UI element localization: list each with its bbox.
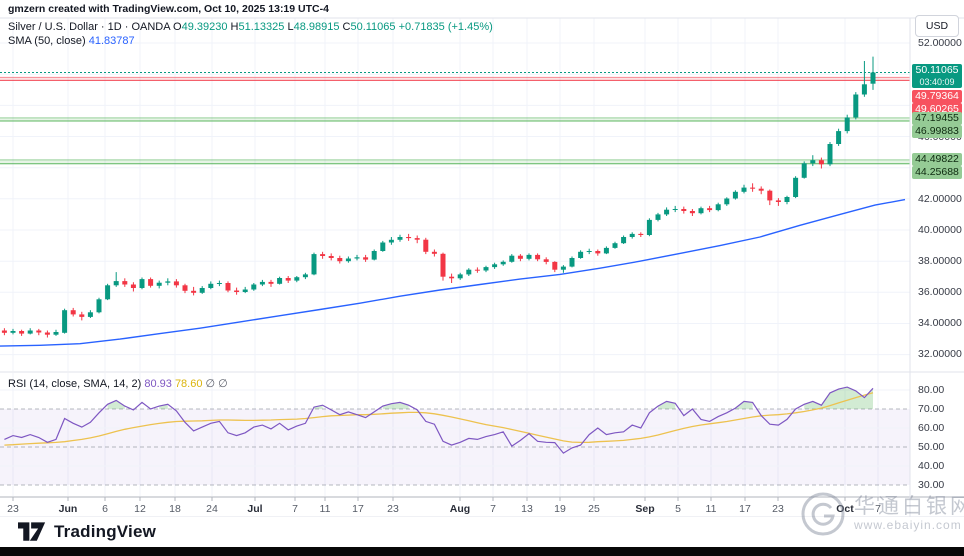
time-tick-label: Oct <box>836 503 854 515</box>
price-tick-label: 42.00000 <box>918 193 962 205</box>
time-tick-label: 11 <box>319 503 331 515</box>
price-tick-label: 52.00000 <box>918 37 962 49</box>
price-badge: 50.11065 03:40:09 <box>912 64 962 88</box>
rsi-tick-label: 50.00 <box>918 441 945 453</box>
rsi-tick-label: 70.00 <box>918 403 945 415</box>
price-tick-label: 34.00000 <box>918 317 962 329</box>
tradingview-logo-icon[interactable] <box>18 521 46 543</box>
ohlc-values: O49.39230 H51.13325 L48.98915 C50.11065 … <box>173 21 493 33</box>
time-tick-label: 12 <box>134 503 146 515</box>
price-badge: 44.49822 <box>912 153 962 166</box>
brand-name[interactable]: TradingView <box>54 522 157 541</box>
price-tick-label: 36.00000 <box>918 286 962 298</box>
rsi-extra-values: ∅ ∅ <box>205 378 228 390</box>
price-tick-label: 38.00000 <box>918 255 962 267</box>
price-tick-label: 40.00000 <box>918 224 962 236</box>
time-tick-label: 18 <box>169 503 181 515</box>
time-tick-label: 13 <box>521 503 533 515</box>
time-tick-label: 23 <box>7 503 19 515</box>
rsi-tick-label: 30.00 <box>918 479 945 491</box>
sma-value: 41.83787 <box>88 35 135 47</box>
sma-legend[interactable]: SMA (50, close) 41.83787 <box>8 35 135 47</box>
price-badge: 46.99883 <box>912 125 962 138</box>
time-tick-label: 25 <box>588 503 600 515</box>
bottom-bar <box>0 547 964 556</box>
time-tick-label: 7 <box>490 503 496 515</box>
rsi-tick-label: 40.00 <box>918 460 945 472</box>
time-tick-label: Sep <box>635 503 655 515</box>
price-badge: 44.25688 <box>912 166 962 179</box>
rsi-ma-value: 78.60 <box>174 378 203 390</box>
time-tick-label: Aug <box>449 503 471 515</box>
time-tick-label: 5 <box>675 503 681 515</box>
currency-toggle-button[interactable]: USD <box>915 15 959 37</box>
footer-bar: TradingView <box>0 517 964 547</box>
rsi-legend[interactable]: RSI (14, close, SMA, 14, 2) 80.93 78.60 … <box>8 377 228 390</box>
creator-note: gmzern created with TradingView.com, Oct… <box>8 3 329 15</box>
time-tick-label: 23 <box>387 503 399 515</box>
time-tick-label: 17 <box>739 503 751 515</box>
symbol-legend[interactable]: Silver / U.S. Dollar · 1D · OANDA O49.39… <box>8 21 493 33</box>
rsi-label: RSI (14, close, SMA, 14, 2) <box>8 378 142 390</box>
sma-label: SMA (50, close) <box>8 35 86 47</box>
price-badge: 49.79364 <box>912 90 962 103</box>
symbol-title: Silver / U.S. Dollar · 1D · OANDA <box>8 21 170 33</box>
time-tick-label: Jul <box>247 503 263 515</box>
time-tick-label: 7 <box>292 503 298 515</box>
rsi-tick-label: 80.00 <box>918 384 945 396</box>
time-tick-label: 11 <box>705 503 717 515</box>
time-tick-label: 6 <box>102 503 108 515</box>
countdown-timer: 03:40:09 <box>919 77 955 87</box>
price-tick-label: 32.00000 <box>918 348 962 360</box>
time-tick-label: 24 <box>206 503 218 515</box>
time-tick-label: 17 <box>352 503 364 515</box>
time-tick-label: 19 <box>554 503 566 515</box>
rsi-value: 80.93 <box>144 378 172 390</box>
price-badge: 47.19455 <box>912 112 962 125</box>
time-tick-label: 7 <box>875 503 881 515</box>
time-tick-label: 23 <box>772 503 784 515</box>
rsi-tick-label: 60.00 <box>918 422 945 434</box>
time-tick-label: Jun <box>58 503 78 515</box>
